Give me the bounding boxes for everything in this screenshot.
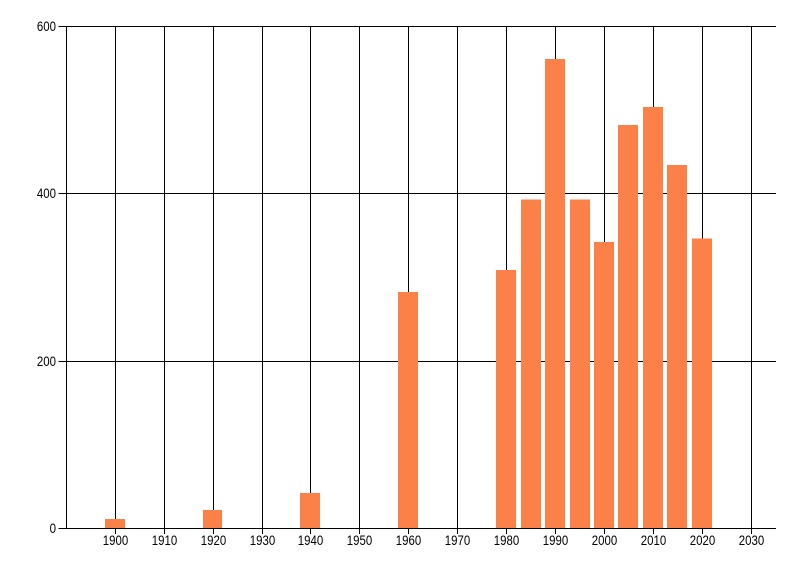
- svg-text:2010: 2010: [641, 532, 667, 548]
- svg-text:1940: 1940: [298, 532, 324, 548]
- svg-text:2030: 2030: [739, 532, 765, 548]
- svg-text:1920: 1920: [201, 532, 227, 548]
- svg-text:1960: 1960: [396, 532, 422, 548]
- svg-text:1980: 1980: [494, 532, 520, 548]
- svg-text:2020: 2020: [690, 532, 716, 548]
- svg-text:400: 400: [37, 185, 56, 201]
- svg-text:1990: 1990: [543, 532, 569, 548]
- svg-text:1930: 1930: [250, 532, 276, 548]
- svg-text:1910: 1910: [152, 532, 178, 548]
- svg-text:1970: 1970: [445, 532, 471, 548]
- svg-text:200: 200: [37, 353, 56, 369]
- svg-text:1900: 1900: [103, 532, 129, 548]
- svg-text:600: 600: [37, 18, 56, 34]
- svg-text:0: 0: [50, 520, 57, 536]
- svg-text:2000: 2000: [592, 532, 618, 548]
- svg-text:1950: 1950: [347, 532, 373, 548]
